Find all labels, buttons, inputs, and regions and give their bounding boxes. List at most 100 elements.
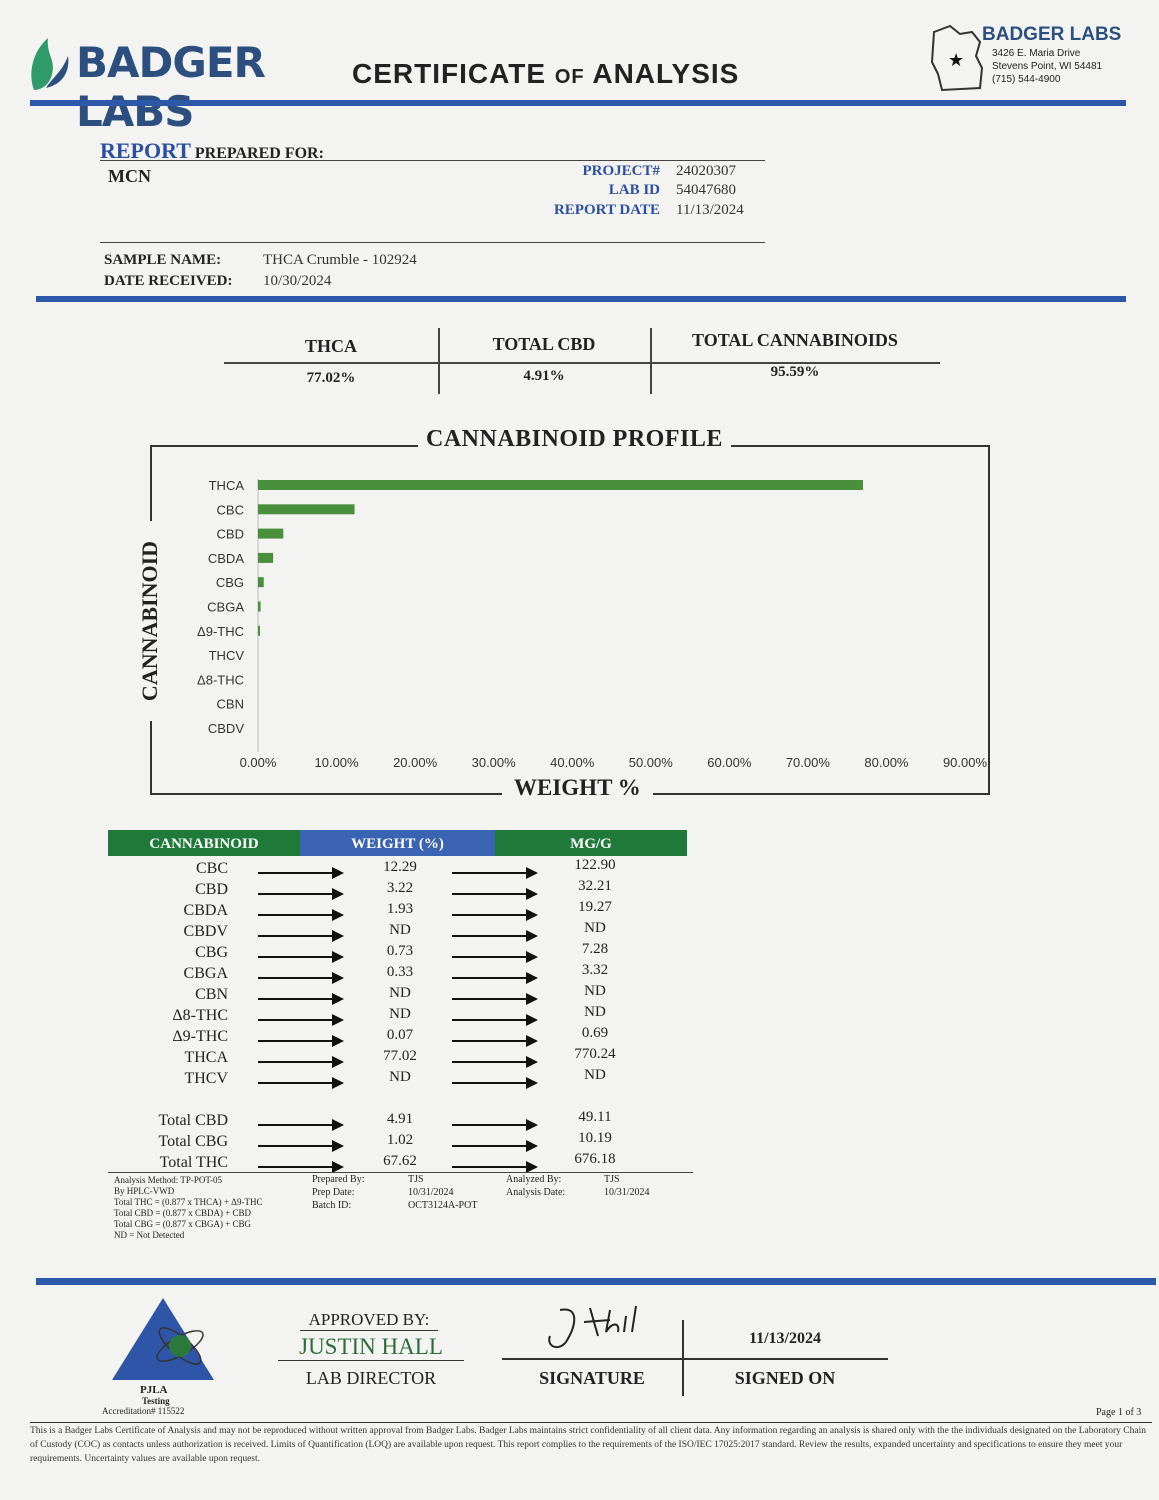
prep-date-label: Prep Date:: [312, 1187, 355, 1198]
analysis-values: TJS 10/31/2024: [604, 1173, 650, 1199]
table-row-name: CBGA: [183, 965, 228, 982]
analysis-date-value: 10/31/2024: [604, 1187, 650, 1198]
table-row-mgg: 19.27: [578, 899, 612, 915]
lab-name: BADGER LABS: [982, 24, 1122, 45]
table-row-name: Total CBG: [158, 1133, 228, 1150]
signature-divider: [682, 1320, 684, 1396]
arrow-icon: [258, 1035, 344, 1047]
arrow-icon: [258, 1014, 344, 1026]
summary-total-label: TOTAL CANNABINOIDS: [692, 330, 898, 350]
table-row-mgg: 49.11: [578, 1109, 612, 1125]
y-tick-label: Δ8-THC: [197, 672, 244, 687]
prepared-for-heading: REPORT PREPARED FOR:: [100, 138, 324, 163]
arrow-icon: [452, 1077, 538, 1089]
prepared-by-value: TJS: [408, 1174, 424, 1185]
lab-address-block: ★ BADGER LABS 3426 E. Maria Drive Steven…: [930, 22, 1130, 102]
table-row-weight: 0.07: [386, 1027, 414, 1043]
arrow-icon: [258, 867, 344, 879]
bar-CBGA: [258, 601, 261, 612]
x-tick-label: 0.00%: [240, 755, 277, 770]
prep-date-value: 10/31/2024: [408, 1187, 454, 1198]
table-row-name: CBN: [195, 986, 228, 1003]
pjla-testing: Testing: [142, 1396, 170, 1406]
table-row-weight: ND: [389, 1006, 411, 1022]
y-tick-label: THCA: [209, 478, 245, 493]
table-row-mgg: 3.32: [581, 962, 609, 978]
arrow-icon: [452, 993, 538, 1005]
arrow-icon: [258, 1140, 344, 1152]
table-row-weight: 1.02: [386, 1132, 414, 1148]
disclaimer-text: This is a Badger Labs Certificate of Ana…: [30, 1426, 1146, 1464]
pjla-triangle-icon: [112, 1298, 214, 1380]
bar-CBG: [258, 577, 264, 588]
arrow-icon: [452, 1014, 538, 1026]
x-tick-label: 30.00%: [472, 755, 517, 770]
table-row-weight: 77.02: [383, 1048, 417, 1064]
prepared-by-label: Prepared By:: [312, 1174, 365, 1185]
table-row-mgg: ND: [584, 1004, 606, 1020]
chart-title: CANNABINOID PROFILE: [418, 426, 731, 453]
footer-rule: [36, 1278, 1156, 1285]
x-tick-label: 90.00%: [943, 755, 988, 770]
arrow-icon: [258, 993, 344, 1005]
table-row-mgg: 0.69: [581, 1025, 609, 1041]
y-tick-label: CBDV: [208, 721, 244, 736]
summary-vline-2: [650, 328, 652, 394]
y-tick-label: CBD: [217, 527, 244, 542]
summary-total-value: 95.59%: [770, 364, 820, 380]
approver-role: LAB DIRECTOR: [305, 1368, 437, 1388]
x-tick-label: 80.00%: [864, 755, 909, 770]
client-name: MCN: [108, 166, 151, 186]
summary-vline-1: [438, 328, 440, 394]
y-tick-label: CBC: [217, 502, 244, 517]
svg-text:★: ★: [948, 50, 964, 70]
method-line-5: Total CBG = (0.877 x CBGA) + CBG: [114, 1219, 252, 1229]
signature-image: [548, 1305, 637, 1349]
arrow-icon: [452, 867, 538, 879]
table-row-weight: 12.29: [383, 859, 417, 875]
table-row-name: CBDA: [183, 902, 228, 919]
arrow-icon: [258, 1056, 344, 1068]
signature-rule: [502, 1358, 888, 1360]
arrow-icon: [452, 972, 538, 984]
arrow-icon: [258, 951, 344, 963]
table-bottom-rule: [108, 1172, 693, 1173]
arrow-icon: [452, 909, 538, 921]
document-title: CERTIFICATE OF ANALYSIS: [352, 58, 740, 89]
table-row-mgg: 7.28: [581, 941, 609, 957]
sample-rule: [100, 242, 765, 243]
table-row-name: CBDV: [183, 923, 228, 940]
table-row-name: THCA: [184, 1049, 228, 1066]
prep-values: TJS 10/31/2024 OCT3124A-POT: [408, 1173, 477, 1212]
sample-name-label: SAMPLE NAME:: [104, 252, 222, 268]
method-line-3: Total THC = (0.877 x THCA) + Δ9-THC: [114, 1197, 263, 1207]
arrow-icon: [452, 951, 538, 963]
x-tick-label: 50.00%: [629, 755, 674, 770]
signature-label: SIGNATURE: [539, 1368, 645, 1388]
table-row-mgg: 32.21: [578, 878, 612, 894]
lab-phone: (715) 544-4900: [992, 74, 1061, 85]
arrow-icon: [258, 1161, 344, 1173]
signed-on-label: SIGNED ON: [734, 1368, 836, 1388]
lab-id-label: LAB ID: [608, 182, 660, 198]
table-header-cannabinoid: CANNABINOID: [108, 830, 300, 856]
summary-thca-label: THCA: [304, 336, 357, 356]
arrow-icon: [452, 888, 538, 900]
prep-info: Prepared By: Prep Date: Batch ID:: [312, 1173, 365, 1212]
method-line-6: ND = Not Detected: [114, 1230, 185, 1240]
bar-CBD: [258, 528, 284, 539]
batch-id-label: Batch ID:: [312, 1200, 352, 1211]
table-row-weight: ND: [389, 985, 411, 1001]
table-row-weight: 0.73: [386, 943, 414, 959]
lab-address-line2: Stevens Point, WI 54481: [992, 61, 1103, 72]
summary-cbd-value: 4.91%: [523, 368, 565, 384]
table-row-name: Δ9-THC: [172, 1028, 228, 1045]
arrow-icon: [452, 1056, 538, 1068]
analyzed-by-label: Analyzed By:: [506, 1174, 562, 1185]
bar-Δ9-THC: [258, 625, 260, 636]
chart-xlabel: WEIGHT %: [502, 775, 653, 801]
lab-id-value: 54047680: [676, 182, 736, 198]
brand-logo: BADGER LABS: [26, 34, 296, 136]
project-label: PROJECT#: [582, 163, 660, 179]
table-row-weight: 3.22: [386, 880, 414, 896]
